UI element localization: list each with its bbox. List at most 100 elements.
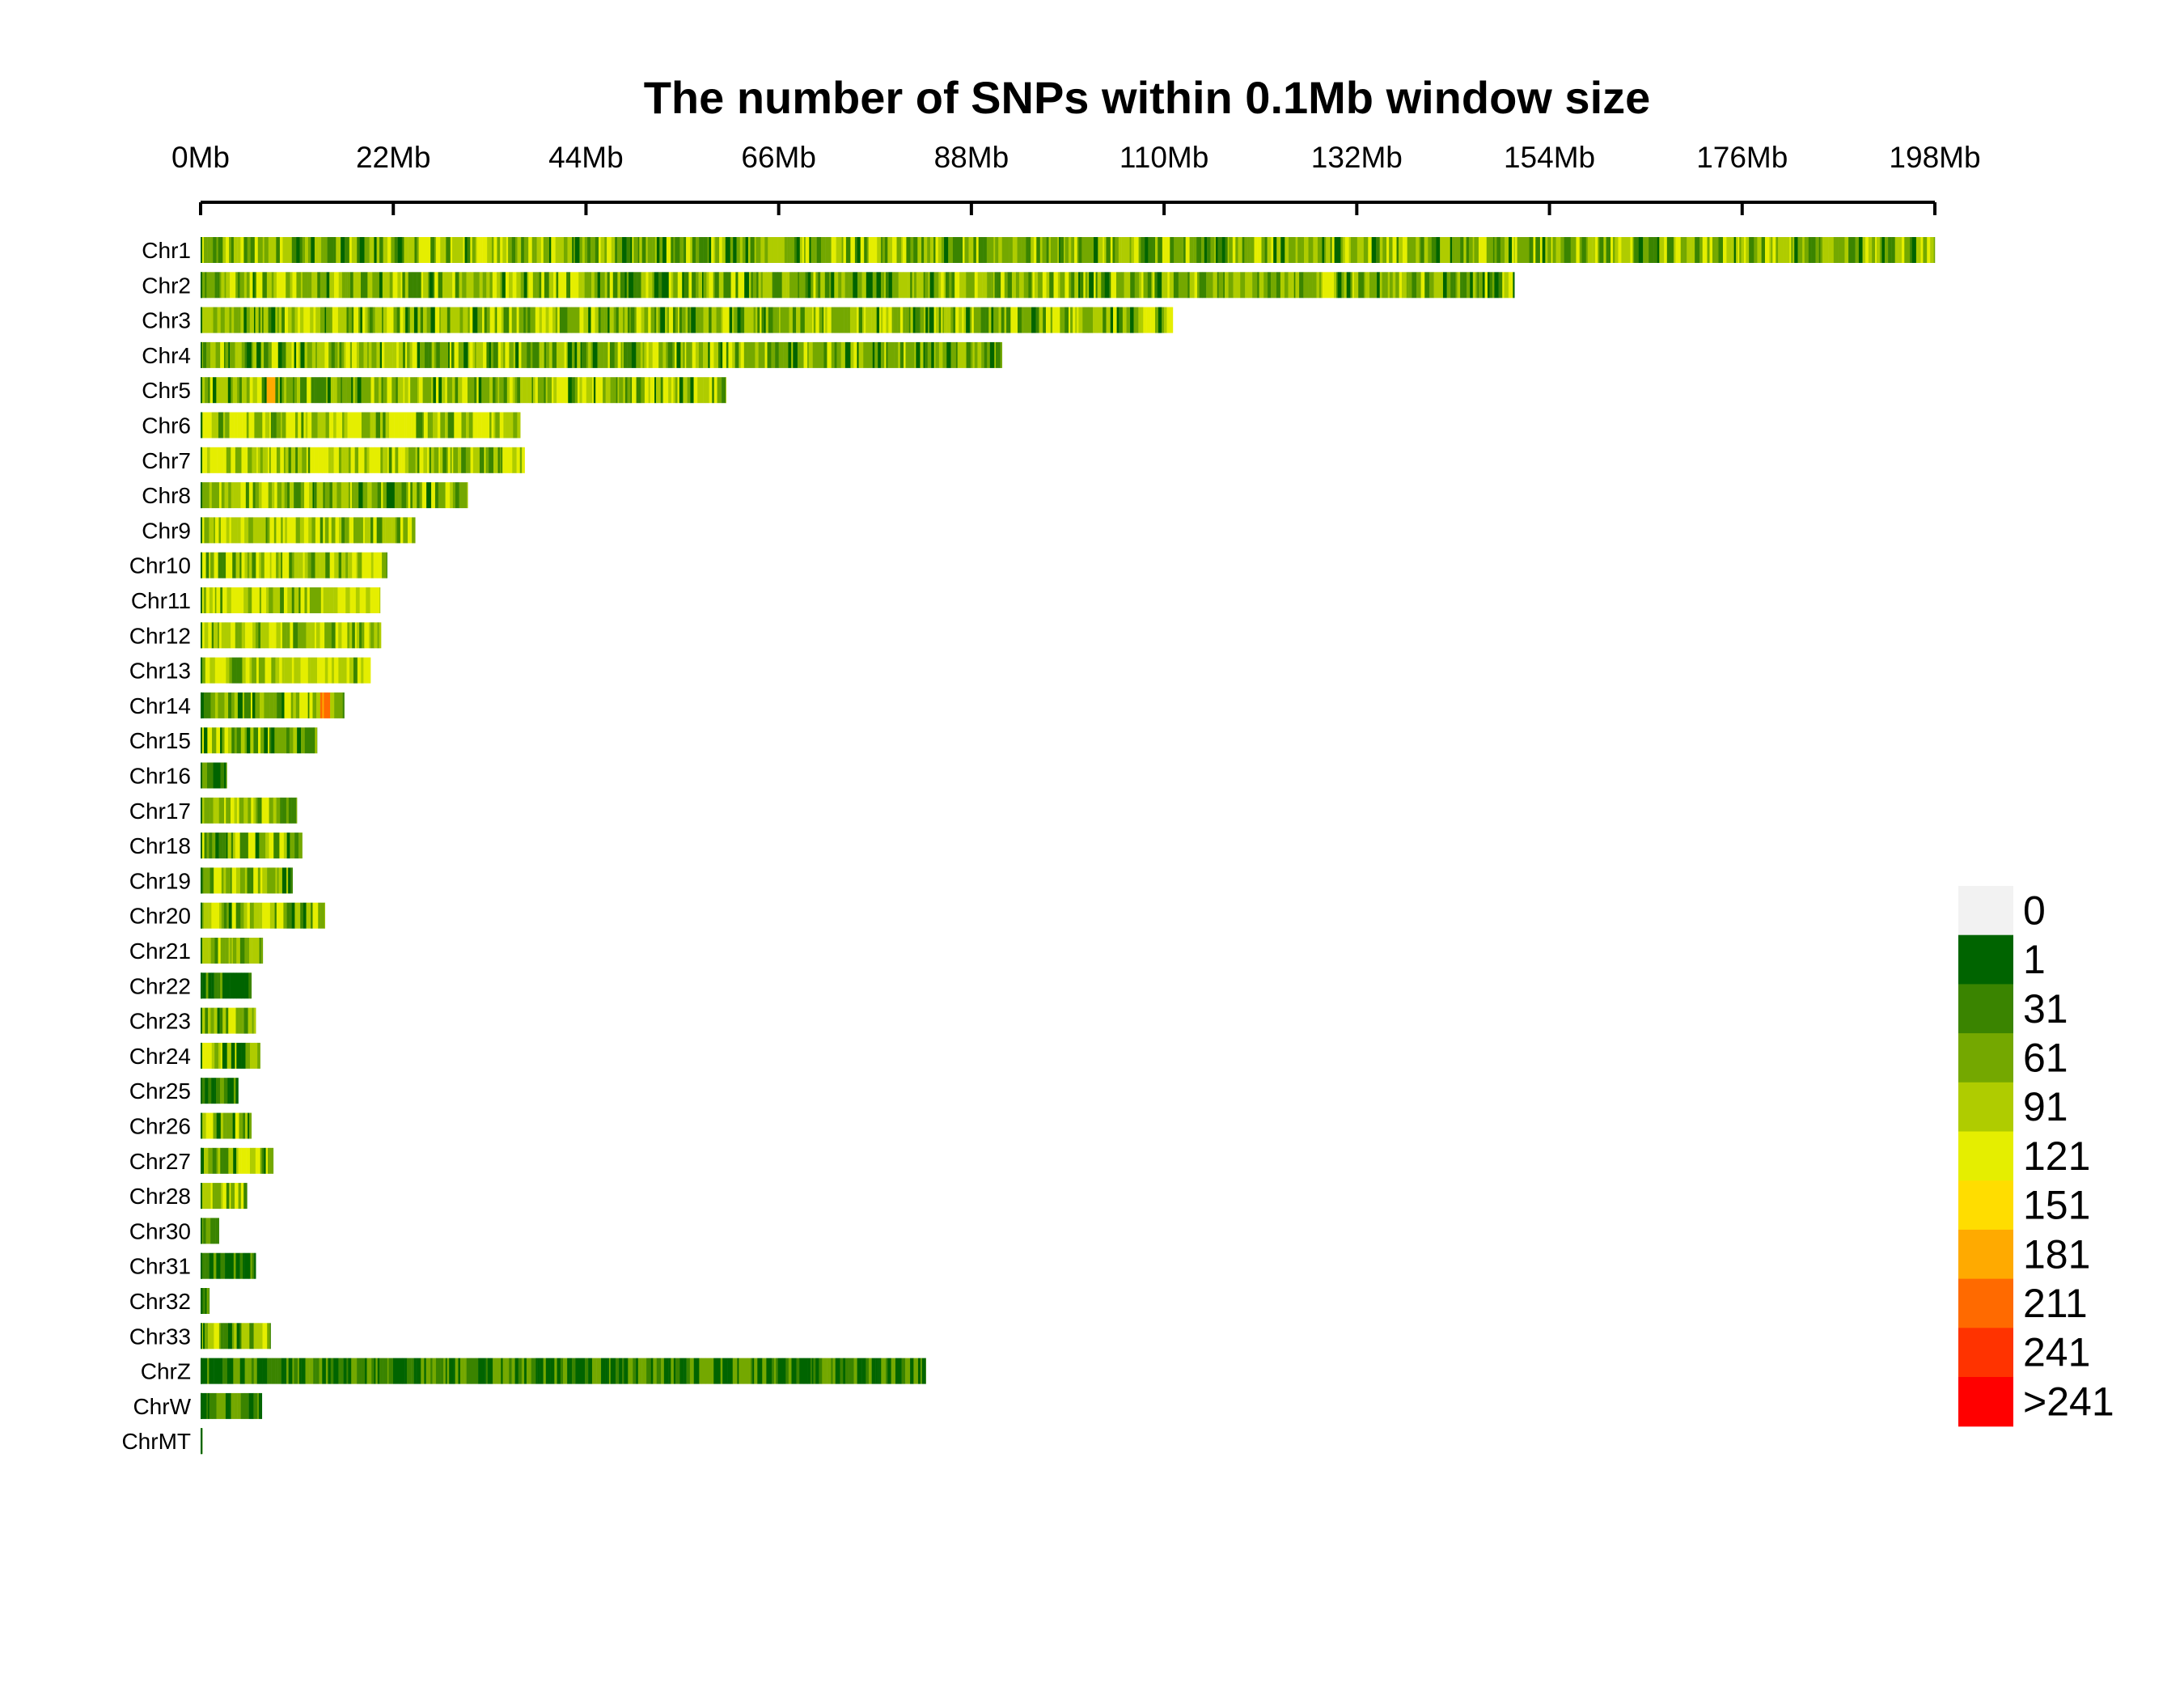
snp-window-cell	[315, 552, 320, 578]
snp-window-cell	[656, 237, 660, 263]
snp-window-cell	[489, 377, 493, 404]
snp-window-cell	[1109, 272, 1111, 299]
snp-window-cell	[658, 341, 663, 368]
snp-window-cell	[484, 377, 489, 404]
snp-window-cell	[518, 1358, 523, 1384]
snp-window-cell	[398, 341, 404, 368]
snp-window-cell	[281, 412, 286, 439]
snp-window-cell	[1361, 237, 1365, 263]
snp-window-cell	[658, 272, 661, 299]
snp-window-cell	[1368, 237, 1372, 263]
snp-window-cell	[502, 1358, 506, 1384]
snp-window-cell	[375, 272, 380, 299]
snp-window-cell	[673, 237, 675, 263]
snp-window-cell	[732, 341, 735, 368]
snp-window-cell	[226, 1112, 231, 1139]
snp-window-cell	[320, 482, 324, 509]
snp-window-cell	[265, 833, 268, 859]
snp-window-cell	[366, 1358, 372, 1384]
snp-window-cell	[662, 377, 667, 404]
snp-window-cell	[592, 377, 595, 404]
snp-window-cell	[1489, 272, 1493, 299]
snp-window-cell	[734, 307, 738, 333]
snp-window-cell	[233, 237, 238, 263]
snp-window-cell	[878, 341, 882, 368]
snp-window-cell	[639, 237, 642, 263]
snp-window-cell	[561, 341, 565, 368]
snp-window-cell	[825, 307, 827, 333]
snp-window-cell	[1335, 237, 1341, 263]
snp-window-cell	[1267, 237, 1272, 263]
snp-window-cell	[235, 622, 239, 649]
snp-window-cell	[1293, 272, 1296, 299]
snp-window-cell	[645, 272, 649, 299]
snp-window-cell	[221, 902, 224, 929]
snp-window-cell	[1424, 237, 1428, 263]
snp-window-cell	[713, 341, 719, 368]
snp-window-cell	[351, 377, 353, 404]
snp-window-cell	[243, 1323, 248, 1349]
snp-window-cell	[509, 307, 512, 333]
snp-window-cell	[204, 1323, 209, 1349]
snp-window-cell	[1595, 237, 1598, 263]
snp-window-cell	[744, 272, 750, 299]
snp-window-cell	[1134, 272, 1140, 299]
snp-window-cell	[545, 377, 548, 404]
snp-window-cell	[338, 482, 342, 509]
snp-window-cell	[392, 447, 396, 473]
snp-window-cell	[266, 272, 273, 299]
snp-window-cell	[269, 1323, 271, 1349]
snp-window-cell	[393, 307, 397, 333]
snp-window-cell	[277, 692, 279, 718]
snp-window-cell	[689, 1358, 694, 1384]
snp-window-cell	[718, 341, 721, 368]
snp-window-cell	[614, 341, 618, 368]
snp-window-cell	[442, 447, 447, 473]
snp-window-cell	[853, 272, 858, 299]
snp-window-cell	[737, 1358, 739, 1384]
snp-window-cell	[245, 657, 250, 684]
snp-window-cell	[542, 377, 544, 404]
snp-window-cell	[1830, 237, 1835, 263]
snp-window-cell	[1291, 237, 1296, 263]
snp-window-cell	[311, 587, 318, 613]
snp-window-cell	[1033, 237, 1037, 263]
snp-window-cell	[590, 307, 595, 333]
snp-window-cell	[373, 517, 377, 544]
snp-window-cell	[444, 237, 447, 263]
snp-window-cell	[329, 482, 333, 509]
snp-window-cell	[980, 307, 984, 333]
snp-window-cell	[1826, 237, 1829, 263]
snp-window-cell	[477, 341, 481, 368]
snp-window-cell	[329, 552, 335, 578]
snp-window-cell	[265, 412, 270, 439]
snp-window-cell	[459, 237, 462, 263]
snp-window-cell	[451, 412, 455, 439]
snp-window-cell	[1179, 237, 1183, 263]
snp-window-cell	[1363, 272, 1365, 299]
snp-window-cell	[712, 377, 715, 404]
snp-window-cell	[229, 1392, 231, 1419]
snp-window-cell	[379, 1358, 383, 1384]
snp-window-cell	[261, 482, 265, 509]
snp-window-cell	[349, 552, 353, 578]
snp-window-cell	[409, 341, 413, 368]
snp-window-cell	[545, 1358, 551, 1384]
snp-window-cell	[517, 412, 521, 439]
snp-window-cell	[1115, 237, 1120, 263]
snp-window-cell	[824, 272, 830, 299]
snp-window-cell	[963, 272, 967, 299]
snp-window-cell	[912, 272, 915, 299]
snp-window-cell	[201, 938, 205, 964]
snp-window-cell	[226, 552, 229, 578]
snp-window-cell	[943, 307, 947, 333]
snp-window-cell	[641, 307, 645, 333]
chromosome-label: Chr23	[129, 1009, 191, 1034]
snp-window-cell	[221, 482, 225, 509]
snp-window-cell	[640, 341, 643, 368]
snp-window-cell	[1741, 237, 1745, 263]
snp-window-cell	[222, 1007, 226, 1034]
snp-window-cell	[267, 657, 272, 684]
snp-window-cell	[500, 237, 503, 263]
snp-window-cell	[434, 341, 437, 368]
